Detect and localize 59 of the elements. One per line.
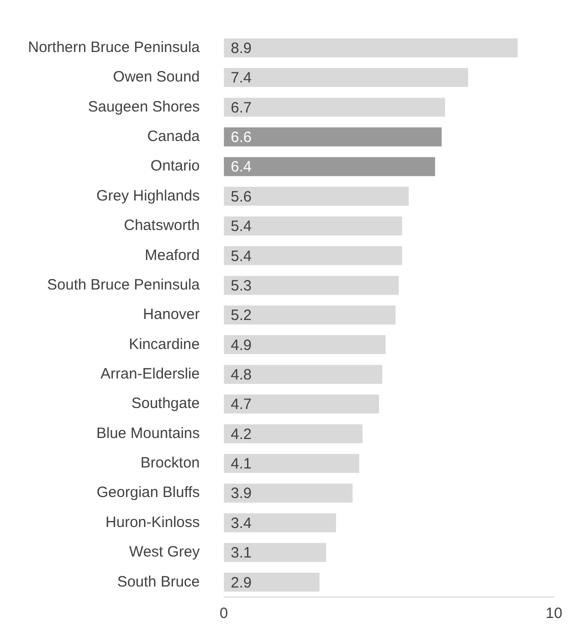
data-label: 3.1 [230,544,252,562]
bar [224,454,360,473]
y-tick-label: Hanover [143,306,200,324]
x-tick-label: 0 [220,605,228,622]
y-tick-label: Ontario [150,158,200,175]
y-tick-label: Chatsworth [124,217,200,234]
data-label: 6.6 [230,129,252,146]
data-label: 5.4 [230,218,252,236]
data-label: 6.7 [230,99,252,116]
data-label: 7.4 [230,70,252,87]
y-tick-label: South Bruce [117,573,200,590]
bar [224,98,446,117]
bar [224,394,379,414]
data-label: 2.9 [230,574,252,592]
y-tick-label: Owen Sound [113,68,200,86]
y-tick-label: Saugeen Shores [88,98,200,116]
data-label: 4.2 [230,426,252,443]
bar [224,364,382,384]
data-label: 8.9 [230,40,252,57]
bar [224,216,402,236]
y-tick-label: Kincardine [128,336,200,353]
y-tick-label: Southgate [131,395,200,412]
data-label: 3.4 [230,514,252,532]
bar [224,276,399,295]
y-tick-label: South Bruce Peninsula [47,276,200,294]
y-tick-label: West Grey [129,544,200,561]
bar [224,68,468,88]
y-tick-label: Grey Highlands [96,187,200,204]
data-label: 5.6 [230,188,252,206]
data-label: 4.9 [230,336,252,354]
y-tick-label: Arran-Elderslie [100,366,200,383]
bar [224,157,436,176]
data-label: 5.4 [230,248,252,265]
data-label: 6.4 [230,158,252,176]
y-tick-label: Georgian Bluffs [96,484,200,502]
data-label: 4.1 [230,456,252,473]
y-tick-label: Brockton [140,454,200,472]
data-label: 4.7 [230,396,252,414]
y-tick-label: Blue Mountains [96,424,200,442]
bar [224,38,518,58]
bar [224,572,320,592]
bar [224,513,336,532]
data-label: 3.9 [230,485,252,502]
data-label: 5.3 [230,277,252,294]
bar [224,424,362,444]
y-tick-label: Northern Bruce Peninsula [28,38,200,56]
bar [224,335,386,354]
y-tick-label: Huron-Kinloss [106,514,200,531]
bar [224,127,442,146]
bar [224,306,396,324]
data-label: 5.2 [230,307,252,324]
y-tick-label: Canada [147,128,200,146]
y-tick-label: Meaford [144,246,200,264]
bar [224,186,409,206]
bar [224,246,402,266]
x-tick-label: 10 [546,605,562,622]
bar [224,484,353,503]
bar [224,542,326,562]
data-label: 4.8 [230,366,252,384]
